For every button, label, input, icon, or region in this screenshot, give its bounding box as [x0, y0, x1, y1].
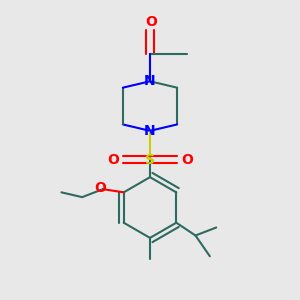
Text: N: N — [144, 74, 156, 88]
Text: S: S — [145, 153, 155, 166]
Text: N: N — [144, 124, 156, 138]
Text: O: O — [145, 15, 157, 29]
Text: O: O — [94, 181, 106, 195]
Text: O: O — [181, 153, 193, 166]
Text: O: O — [107, 153, 119, 166]
